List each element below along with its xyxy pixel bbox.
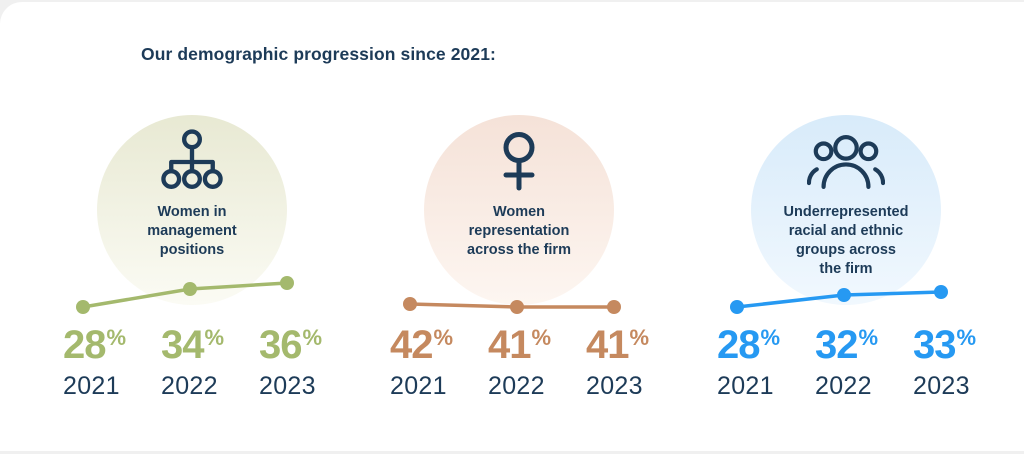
stats-row: 28% 2021 34% 2022 36% 2023 — [63, 325, 357, 401]
female-symbol-icon — [496, 130, 542, 194]
org-chart-icon — [161, 129, 223, 194]
year-label: 2022 — [815, 372, 872, 400]
stats-row: 42% 2021 41% 2022 41% 2023 — [390, 325, 684, 401]
percent-value: 28% — [717, 323, 781, 367]
category-label: Women representation across the firm — [467, 204, 571, 259]
percent-value: 28% — [63, 323, 127, 367]
trend-line-chart — [76, 276, 294, 314]
panel-underrepresented-groups: Underrepresented racial and ethnic group… — [709, 97, 1001, 402]
stat-column: 28% 2021 — [717, 325, 815, 401]
trend-line-chart — [403, 297, 621, 314]
percent-value: 34% — [161, 323, 225, 367]
year-label: 2021 — [63, 372, 120, 400]
category-circle: Women in management positions — [97, 115, 287, 305]
page-title: Our demographic progression since 2021: — [141, 44, 496, 64]
year-label: 2023 — [913, 372, 970, 400]
category-circle: Underrepresented racial and ethnic group… — [751, 115, 941, 305]
percent-value: 41% — [586, 323, 650, 367]
year-label: 2023 — [259, 372, 316, 400]
year-label: 2022 — [161, 372, 218, 400]
percent-value: 32% — [815, 323, 879, 367]
year-label: 2021 — [717, 372, 774, 400]
stat-column: 33% 2023 — [913, 325, 1011, 401]
category-circle: Women representation across the firm — [424, 115, 614, 305]
stat-column: 41% 2023 — [586, 325, 684, 401]
stat-column: 34% 2022 — [161, 325, 259, 401]
stat-column: 28% 2021 — [63, 325, 161, 401]
stats-row: 28% 2021 32% 2022 33% 2023 — [717, 325, 1011, 401]
stat-column: 42% 2021 — [390, 325, 488, 401]
category-label: Underrepresented racial and ethnic group… — [783, 204, 909, 278]
percent-value: 41% — [488, 323, 552, 367]
panel-women-in-management: Women in management positions 28% 2021 3… — [55, 97, 347, 402]
category-label: Women in management positions — [147, 204, 237, 259]
people-group-icon — [807, 130, 885, 194]
year-label: 2023 — [586, 372, 643, 400]
trend-line-chart — [730, 285, 948, 314]
stat-column: 32% 2022 — [815, 325, 913, 401]
year-label: 2022 — [488, 372, 545, 400]
percent-value: 42% — [390, 323, 454, 367]
year-label: 2021 — [390, 372, 447, 400]
percent-value: 33% — [913, 323, 977, 367]
stat-column: 36% 2023 — [259, 325, 357, 401]
percent-value: 36% — [259, 323, 323, 367]
panel-women-representation: Women representation across the firm 42%… — [382, 97, 674, 402]
stat-column: 41% 2022 — [488, 325, 586, 401]
